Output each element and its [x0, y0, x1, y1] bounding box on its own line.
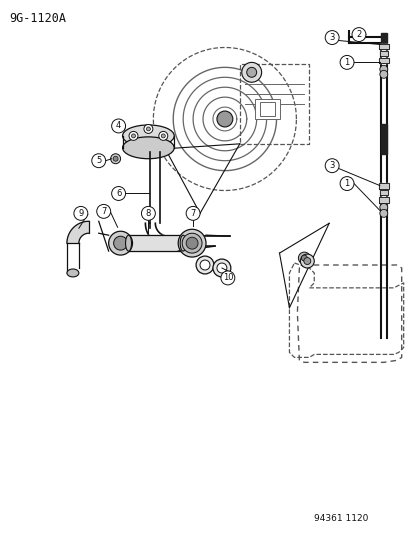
Circle shape — [141, 206, 155, 220]
FancyBboxPatch shape — [259, 102, 274, 116]
Circle shape — [74, 206, 88, 220]
Circle shape — [112, 119, 125, 133]
Text: 8: 8 — [145, 209, 151, 218]
Circle shape — [186, 206, 199, 220]
Text: 7: 7 — [190, 209, 195, 218]
Circle shape — [298, 252, 310, 264]
Circle shape — [199, 260, 209, 270]
Text: 6: 6 — [116, 189, 121, 198]
Circle shape — [113, 236, 127, 250]
Polygon shape — [378, 59, 388, 63]
Text: 10: 10 — [222, 273, 233, 282]
Circle shape — [113, 156, 118, 161]
Text: 9: 9 — [78, 209, 83, 218]
Polygon shape — [379, 52, 387, 56]
Circle shape — [351, 28, 365, 42]
Ellipse shape — [122, 137, 174, 159]
Polygon shape — [128, 235, 183, 251]
Circle shape — [146, 127, 150, 131]
Circle shape — [246, 67, 256, 77]
Circle shape — [221, 271, 234, 285]
Text: 2: 2 — [356, 30, 361, 39]
Polygon shape — [380, 124, 386, 154]
Text: 3: 3 — [329, 33, 334, 42]
Circle shape — [92, 154, 105, 168]
Ellipse shape — [67, 269, 78, 277]
Polygon shape — [67, 221, 88, 243]
Circle shape — [129, 132, 138, 140]
Polygon shape — [378, 183, 388, 189]
FancyBboxPatch shape — [254, 99, 279, 119]
Text: 3: 3 — [329, 161, 334, 170]
Circle shape — [196, 256, 214, 274]
Circle shape — [300, 254, 313, 268]
Circle shape — [379, 66, 387, 74]
Circle shape — [112, 187, 125, 200]
Text: 94361 1120: 94361 1120 — [313, 514, 368, 523]
Circle shape — [161, 134, 165, 138]
Ellipse shape — [122, 125, 174, 147]
Circle shape — [159, 132, 167, 140]
Ellipse shape — [180, 235, 186, 251]
Polygon shape — [378, 44, 388, 50]
Ellipse shape — [125, 235, 131, 251]
Polygon shape — [380, 33, 386, 43]
Circle shape — [379, 209, 387, 217]
Text: 5: 5 — [96, 156, 101, 165]
Circle shape — [186, 237, 197, 249]
Circle shape — [303, 257, 310, 264]
Circle shape — [339, 176, 353, 190]
Circle shape — [131, 134, 135, 138]
Circle shape — [182, 233, 202, 253]
Circle shape — [108, 231, 132, 255]
Text: 9G-1120A: 9G-1120A — [9, 12, 66, 25]
Text: 1: 1 — [344, 179, 349, 188]
Circle shape — [325, 30, 338, 44]
Circle shape — [379, 70, 387, 78]
Circle shape — [97, 205, 110, 219]
Circle shape — [144, 125, 152, 133]
Text: 7: 7 — [101, 207, 106, 216]
Polygon shape — [378, 197, 388, 204]
Circle shape — [212, 259, 230, 277]
Circle shape — [339, 55, 353, 69]
Circle shape — [325, 159, 338, 173]
Circle shape — [110, 154, 120, 164]
Polygon shape — [379, 190, 387, 196]
Text: 1: 1 — [344, 58, 349, 67]
Text: 4: 4 — [116, 122, 121, 131]
Circle shape — [241, 62, 261, 82]
Circle shape — [216, 263, 226, 273]
Circle shape — [216, 111, 232, 127]
Circle shape — [379, 204, 387, 212]
Circle shape — [301, 255, 306, 261]
Circle shape — [178, 229, 206, 257]
